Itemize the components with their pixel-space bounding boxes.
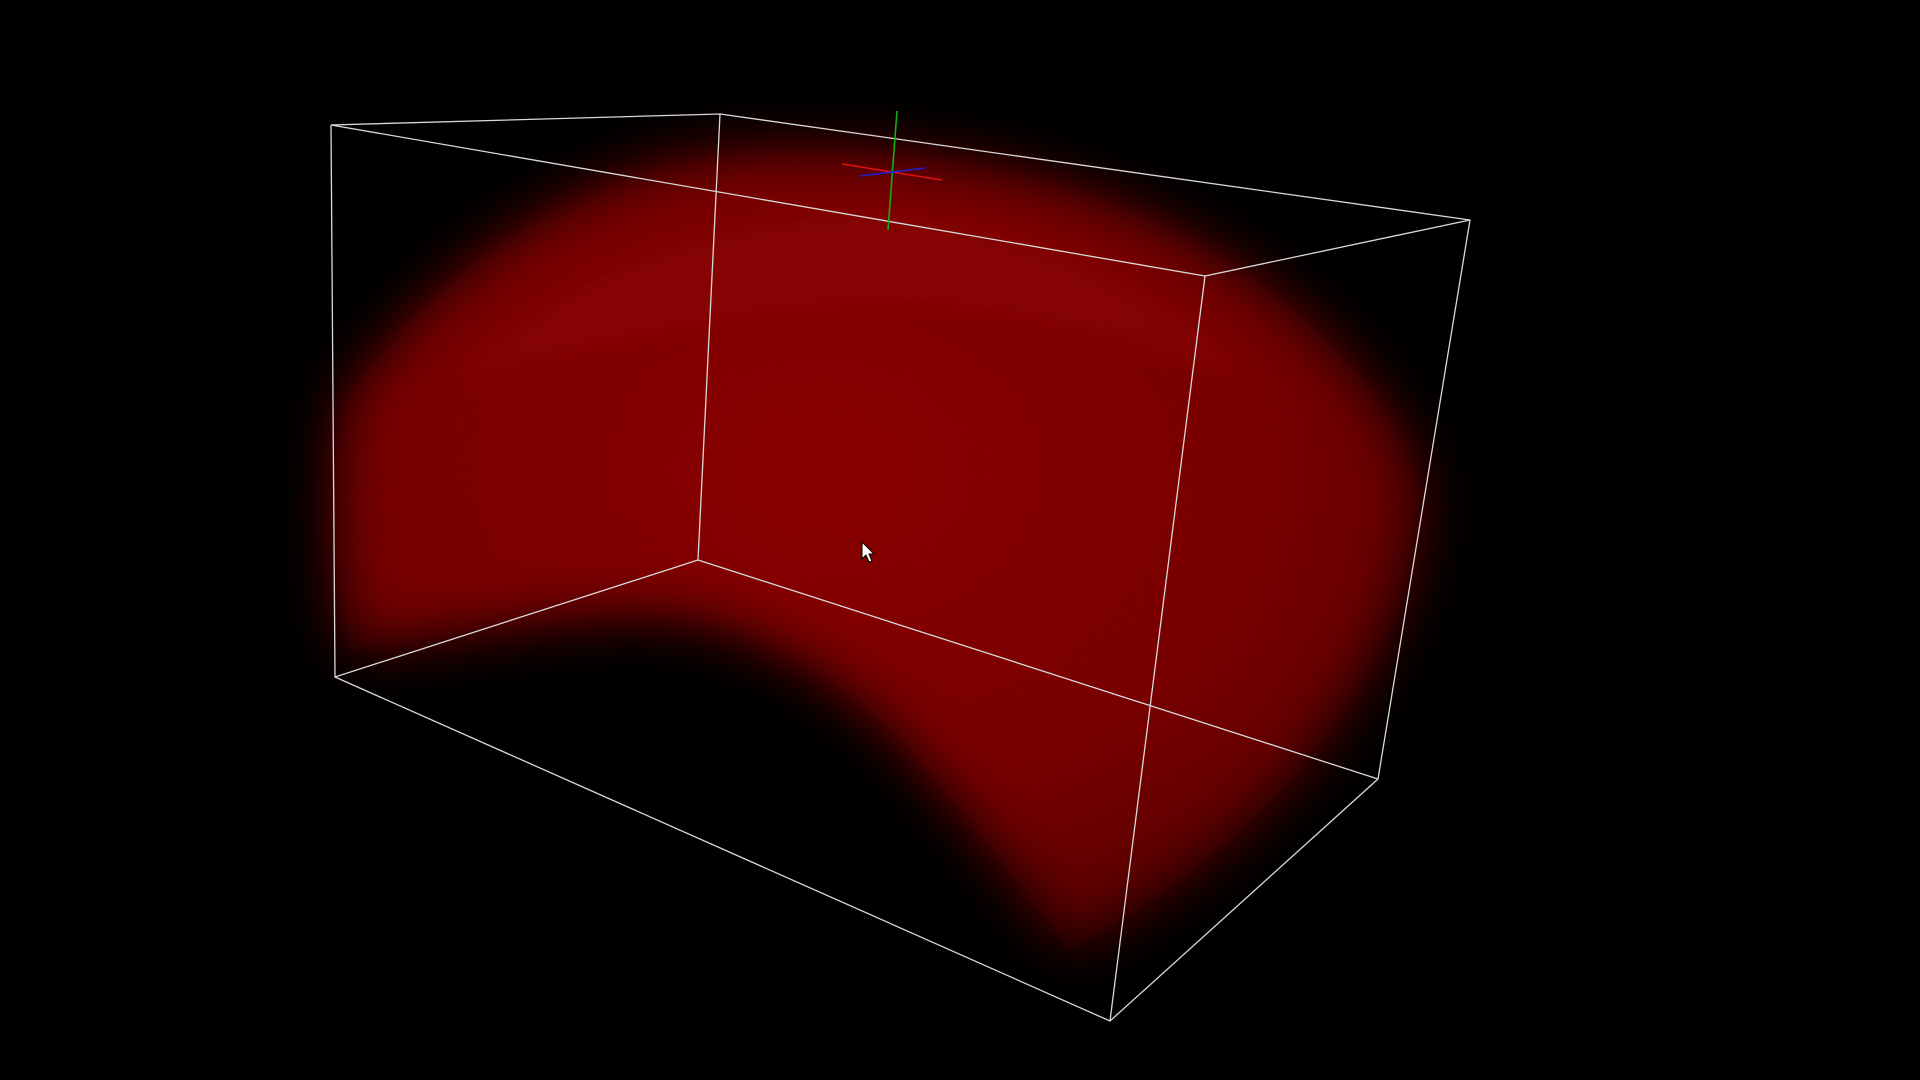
bounding-box-edge bbox=[697, 559, 1379, 780]
bounding-box-edge bbox=[330, 124, 1206, 277]
y-axis-line bbox=[887, 110, 898, 231]
z-axis-line bbox=[859, 167, 926, 177]
bounding-box-edge bbox=[1109, 275, 1206, 1022]
mouse-cursor-icon bbox=[861, 541, 876, 563]
axes-gizmo-icon bbox=[841, 110, 943, 231]
bounding-box-edge bbox=[1204, 219, 1471, 277]
bounding-box bbox=[330, 113, 1471, 1022]
